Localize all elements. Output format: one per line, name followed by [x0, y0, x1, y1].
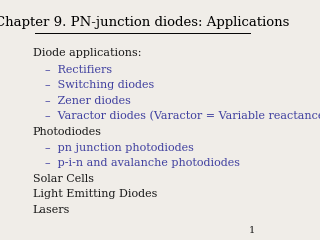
- Text: –  Rectifiers: – Rectifiers: [45, 65, 112, 75]
- Text: –  Varactor diodes (Varactor = Variable reactance): – Varactor diodes (Varactor = Variable r…: [45, 111, 320, 121]
- Text: –  Zener diodes: – Zener diodes: [45, 96, 131, 106]
- Text: Photodiodes: Photodiodes: [33, 127, 102, 137]
- Text: –  pn junction photodiodes: – pn junction photodiodes: [45, 143, 194, 153]
- Text: 1: 1: [249, 226, 255, 235]
- Text: Solar Cells: Solar Cells: [33, 174, 94, 184]
- Text: Light Emitting Diodes: Light Emitting Diodes: [33, 189, 157, 199]
- Text: Chapter 9. PN-junction diodes: Applications: Chapter 9. PN-junction diodes: Applicati…: [0, 16, 290, 29]
- Text: Lasers: Lasers: [33, 205, 70, 215]
- Text: –  Switching diodes: – Switching diodes: [45, 80, 154, 90]
- Text: –  p-i-n and avalanche photodiodes: – p-i-n and avalanche photodiodes: [45, 158, 240, 168]
- Text: Diode applications:: Diode applications:: [33, 48, 141, 58]
